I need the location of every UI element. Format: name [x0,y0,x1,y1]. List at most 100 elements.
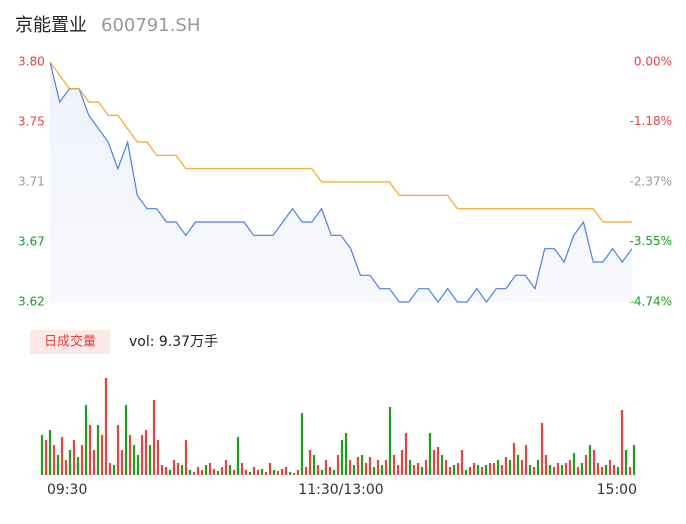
volume-bar [264,472,268,475]
volume-bar [180,465,184,475]
volume-bar [600,467,604,475]
volume-bar [324,460,328,475]
volume-bar [432,450,436,475]
volume-bar [288,472,292,475]
volume-bar [352,465,356,475]
volume-bar [464,470,468,475]
volume-bar [72,440,76,475]
volume-bar [88,425,92,475]
volume-bar [572,453,576,475]
volume-tab[interactable] [30,330,110,354]
volume-bar [272,470,276,475]
volume-bar [416,463,420,475]
volume-bar [40,435,44,475]
volume-bar [156,440,160,475]
volume-bar [216,471,220,475]
volume-bar [424,460,428,475]
volume-bar [512,443,516,475]
volume-bar [392,455,396,475]
volume-bar [556,463,560,475]
volume-bar [404,433,408,475]
volume-bar [552,467,556,475]
volume-bar [248,472,252,475]
volume-bar [440,455,444,475]
volume-bar [580,463,584,475]
volume-bar [224,460,228,475]
y2-tick-label: -1.18% [630,114,672,128]
volume-bar [520,460,524,475]
volume-bar [436,447,440,475]
volume-bar [576,467,580,475]
volume-bar [152,400,156,475]
y-tick-label: 3.71 [18,175,45,189]
volume-bar [388,407,392,475]
volume-bar [476,465,480,475]
volume-bar [448,467,452,475]
volume-bar [164,467,168,475]
volume-bar [132,445,136,475]
volume-bar [280,469,284,475]
x-tick-label: 11:30/13:00 [298,482,383,498]
volume-bar [612,465,616,475]
volume-bar [260,469,264,475]
volume-bar [444,460,448,475]
volume-bar [148,445,152,475]
volume-bar [312,455,316,475]
volume-bar [452,465,456,475]
volume-bar [168,470,172,475]
volume-bar [428,433,432,475]
volume-bar [620,410,624,475]
y-tick-label: 3.62 [18,295,45,309]
volume-bar [564,463,568,475]
volume-tab-label[interactable]: 日成交量 [44,334,96,350]
volume-bar [100,435,104,475]
volume-bar [236,437,240,475]
y2-tick-label: -3.55% [630,234,672,248]
volume-total: vol: 9.37万手 [129,334,218,350]
volume-bar [496,460,500,475]
volume-bar [468,467,472,475]
average-line [49,61,632,223]
volume-bar [632,445,636,475]
volume-bar [56,455,60,475]
volume-bar [304,467,308,475]
volume-bar [308,450,312,475]
volume-bar [120,450,124,475]
volume-bar [108,463,112,475]
volume-bar [96,425,100,475]
volume-bar [500,465,504,475]
volume-bar [380,465,384,475]
volume-bar [160,465,164,475]
y-tick-label: 3.67 [18,235,45,249]
volume-bar [128,435,132,475]
y2-tick-label: 0.00% [634,55,672,69]
volume-bar [376,460,380,475]
volume-bar [560,465,564,475]
stock-code: 600791.SH [101,15,200,36]
volume-bar [360,455,364,475]
volume-bar [492,463,496,475]
volume-bar [408,460,412,475]
volume-bar [300,413,304,475]
volume-bar [532,467,536,475]
volume-bar [316,465,320,475]
volume-bar [588,445,592,475]
volume-bar [596,463,600,475]
volume-bar [232,470,236,475]
volume-bar [256,470,260,475]
volume-bar [140,435,144,475]
volume-bar [124,405,128,475]
volume-bar [80,445,84,475]
volume-bar [396,465,400,475]
volume-bar [112,465,116,475]
volume-bar [540,423,544,475]
volume-bar [116,425,120,475]
volume-bar [64,460,68,475]
volume-bar [176,463,180,475]
volume-bar [244,470,248,475]
volume-bar [240,463,244,475]
volume-bar [228,465,232,475]
volume-bar [400,450,404,475]
volume-bar [172,460,176,475]
